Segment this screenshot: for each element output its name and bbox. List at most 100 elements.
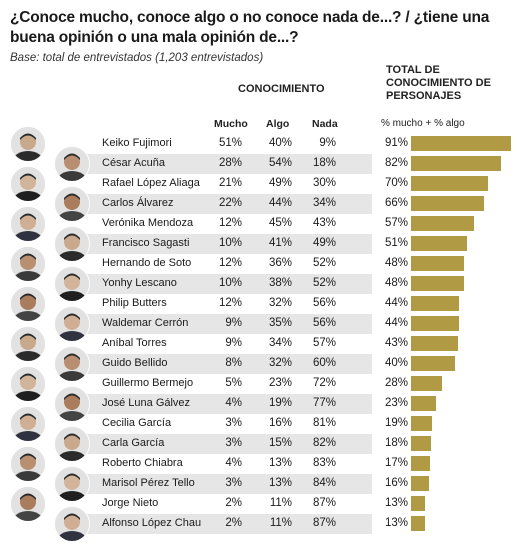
row-stripe [60,394,372,414]
row-stripe [60,474,372,494]
table-row: Rafael López Aliaga 21% 49% 30% 70% [0,174,525,194]
portrait-photo [54,146,90,182]
value-total-label: 91% [384,137,408,149]
value-algo: 54% [268,157,292,169]
portrait-photo [54,346,90,382]
value-mucho: 12% [218,257,242,269]
person-name: Keiko Fujimori [102,137,172,149]
total-bar [411,256,464,271]
value-nada: 60% [312,357,336,369]
value-nada: 30% [312,177,336,189]
total-bar [411,476,429,491]
portrait-photo [10,206,46,242]
value-algo: 23% [268,377,292,389]
person-name: Guido Bellido [102,357,168,369]
row-stripe [60,274,372,294]
header-total-line2: CONOCIMIENTO DE [386,77,491,89]
value-total-label: 48% [384,277,408,289]
header-mucho: Mucho [214,118,248,130]
value-algo: 32% [268,357,292,369]
value-mucho: 2% [225,517,242,529]
value-total-label: 40% [384,357,408,369]
value-mucho: 12% [218,217,242,229]
value-algo: 15% [268,437,292,449]
value-algo: 16% [268,417,292,429]
portrait-photo [54,266,90,302]
person-name: Waldemar Cerrón [102,317,189,329]
total-bar [411,336,459,351]
value-algo: 41% [268,237,292,249]
table-row: Hernando de Soto 12% 36% 52% 48% [0,254,525,274]
portrait-photo [10,126,46,162]
header-total: TOTAL DE CONOCIMIENTO DE PERSONAJES [386,64,516,103]
person-name: Alfonso López Chau [102,517,202,529]
header-nada: Nada [312,118,338,130]
value-nada: 52% [312,257,336,269]
value-mucho: 22% [218,197,242,209]
table-row: Aníbal Torres 9% 34% 57% 43% [0,334,525,354]
value-total-label: 51% [384,237,408,249]
person-name: Carlos Álvarez [102,197,174,209]
table-row: Marisol Pérez Tello 3% 13% 84% 16% [0,474,525,494]
total-bar [411,416,432,431]
header-algo: Algo [266,118,290,130]
table-row: Carlos Álvarez 22% 44% 34% 66% [0,194,525,214]
value-mucho: 4% [225,457,242,469]
table-row: Carla García 3% 15% 82% 18% [0,434,525,454]
person-name: Marisol Pérez Tello [102,477,195,489]
portrait-photo [54,226,90,262]
value-mucho: 28% [218,157,242,169]
total-bar [411,516,426,531]
value-algo: 38% [268,277,292,289]
value-mucho: 9% [225,317,242,329]
total-bar [411,376,442,391]
table-row: Alfonso López Chau 2% 11% 87% 13% [0,514,525,534]
value-mucho: 8% [225,357,242,369]
value-mucho: 12% [218,297,242,309]
portrait-photo [54,306,90,342]
value-total-label: 44% [384,297,408,309]
person-name: Hernando de Soto [102,257,192,269]
table-row: Francisco Sagasti 10% 41% 49% 51% [0,234,525,254]
value-mucho: 10% [218,277,242,289]
portrait-photo [10,246,46,282]
total-bar [411,156,502,171]
value-total-label: 43% [384,337,408,349]
total-bar [411,356,455,371]
value-mucho: 51% [218,137,242,149]
total-bar [411,496,426,511]
total-bar [411,456,430,471]
value-total-label: 57% [384,217,408,229]
table-row: Waldemar Cerrón 9% 35% 56% 44% [0,314,525,334]
portrait-photo [54,466,90,502]
value-nada: 57% [312,337,336,349]
table-row: Jorge Nieto 2% 11% 87% 13% [0,494,525,514]
total-bar [411,436,431,451]
value-total-label: 28% [384,377,408,389]
value-algo: 32% [268,297,292,309]
person-name: Yonhy Lescano [102,277,177,289]
header-pct-label: % mucho + % algo [381,118,465,129]
value-nada: 77% [312,397,336,409]
value-algo: 34% [268,337,292,349]
value-total-label: 17% [384,457,408,469]
value-nada: 49% [312,237,336,249]
value-total-label: 13% [384,497,408,509]
value-nada: 9% [319,137,336,149]
person-name: Carla García [102,437,165,449]
value-nada: 84% [312,477,336,489]
row-stripe [60,234,372,254]
portrait-photo [10,286,46,322]
portrait-photo [54,426,90,462]
header-total-line3: PERSONAJES [386,90,462,102]
value-nada: 81% [312,417,336,429]
table-row: Keiko Fujimori 51% 40% 9% 91% [0,134,525,154]
person-name: Guillermo Bermejo [102,377,194,389]
value-nada: 82% [312,437,336,449]
table-row: Philip Butters 12% 32% 56% 44% [0,294,525,314]
value-nada: 52% [312,277,336,289]
value-algo: 45% [268,217,292,229]
total-bar [411,196,484,211]
value-total-label: 16% [384,477,408,489]
portrait-photo [54,506,90,542]
